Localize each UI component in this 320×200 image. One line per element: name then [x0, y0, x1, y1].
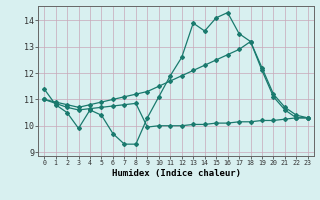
X-axis label: Humidex (Indice chaleur): Humidex (Indice chaleur) [111, 169, 241, 178]
